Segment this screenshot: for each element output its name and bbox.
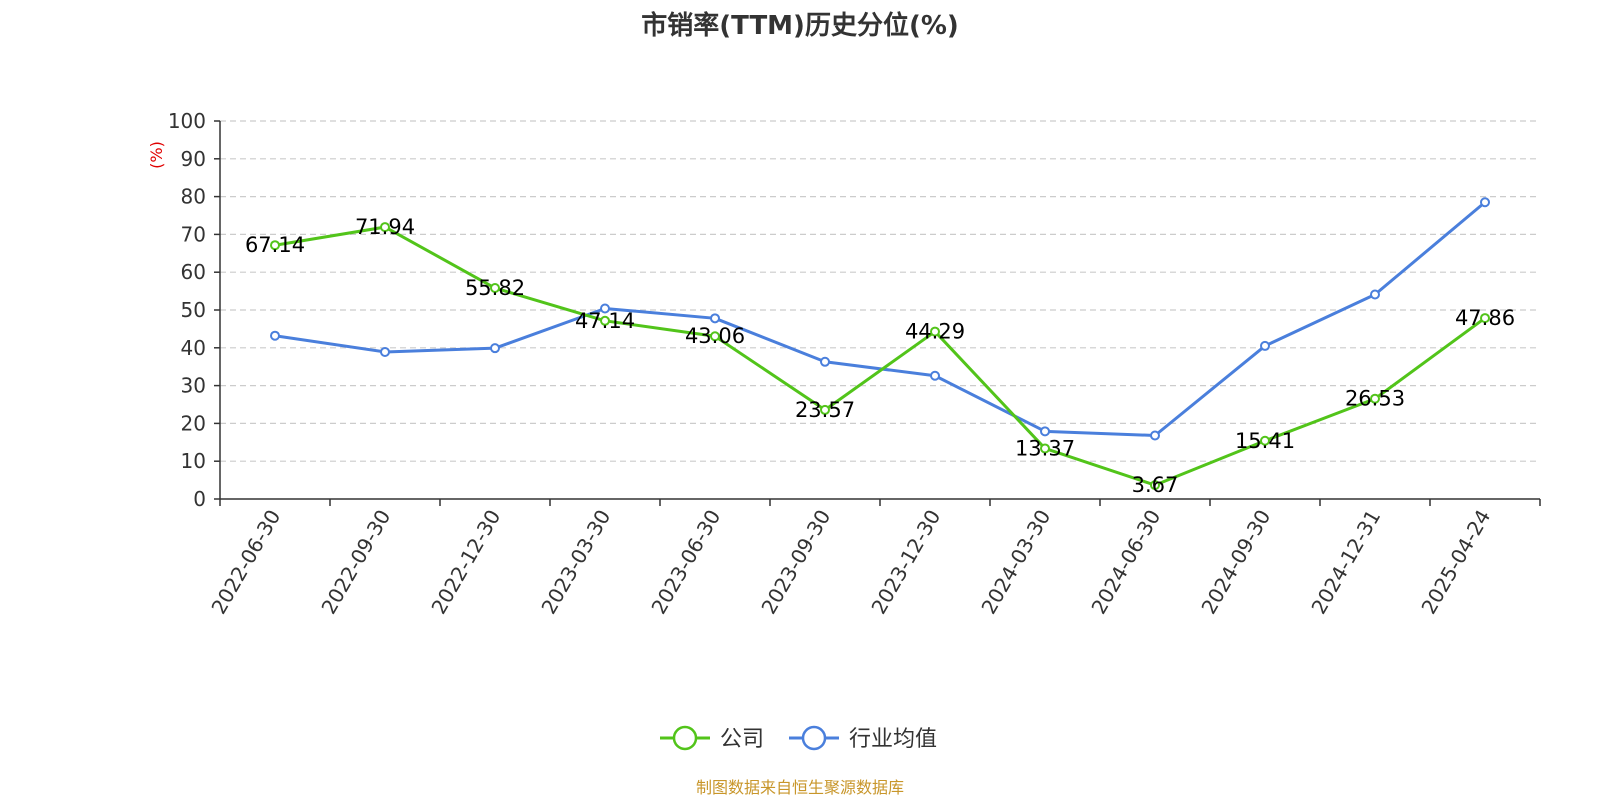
legend-marker[interactable] <box>672 725 698 751</box>
y-tick-label: 20 <box>181 411 206 435</box>
x-tick-label: 2025-04-24 <box>1416 506 1495 619</box>
series-group <box>270 197 1490 491</box>
series-point-0[interactable] <box>930 326 940 337</box>
x-tick-labels: 2022-06-30 2022-09-30 2022-12-30 2023-03-30… <box>206 506 1495 619</box>
legend-marker[interactable] <box>801 725 827 751</box>
y-tick-label: 60 <box>181 260 206 284</box>
x-tick-label: 2022-12-30 <box>426 506 505 619</box>
series-point-1[interactable] <box>1040 426 1050 437</box>
series-point-1[interactable] <box>1150 430 1160 441</box>
series-point-1[interactable] <box>1370 289 1380 300</box>
series-point-0[interactable] <box>380 222 390 233</box>
series-point-0[interactable] <box>1040 443 1050 454</box>
y-tick-label: 0 <box>193 487 206 511</box>
x-tick-label: 2022-09-30 <box>316 506 395 619</box>
y-tick-label: 10 <box>181 449 206 473</box>
series-point-0[interactable] <box>1370 393 1380 404</box>
series-point-1[interactable] <box>930 370 940 381</box>
series-point-1[interactable] <box>1260 340 1270 351</box>
series-point-0[interactable] <box>710 331 720 342</box>
x-tick-label: 2024-09-30 <box>1196 506 1275 619</box>
series-point-0[interactable] <box>490 283 500 294</box>
series-point-1[interactable] <box>1480 197 1490 208</box>
data-label: 44.29 <box>905 320 965 344</box>
legend-label[interactable]: 公司 <box>720 727 764 752</box>
data-label: 3.67 <box>1132 473 1179 497</box>
y-tick-label: 40 <box>181 336 206 360</box>
data-labels: 67.14 71.94 55.82 47.14 43.06 23.57 44.29 13.37… <box>245 215 1515 497</box>
chart-title: 市销率(TTM)历史分位(%) <box>641 10 959 41</box>
y-tick-label: 100 <box>168 109 206 133</box>
series-point-1[interactable] <box>270 330 280 341</box>
x-tick-label: 2024-06-30 <box>1086 506 1165 619</box>
x-tick-label: 2022-06-30 <box>206 506 285 619</box>
y-tick-label: 30 <box>181 374 206 398</box>
series-point-1[interactable] <box>380 346 390 357</box>
data-label: 13.37 <box>1015 436 1075 460</box>
x-tick-label: 2024-03-30 <box>976 506 1055 619</box>
series-line-1 <box>274 201 1486 437</box>
series-point-0[interactable] <box>1480 313 1490 324</box>
data-label: 55.82 <box>465 276 525 300</box>
y-tick-label: 70 <box>181 222 206 246</box>
y-tick-label: 90 <box>181 147 206 171</box>
data-label: 67.14 <box>245 233 305 257</box>
series-point-1[interactable] <box>820 356 830 367</box>
data-label: 47.86 <box>1455 306 1515 330</box>
data-label: 15.41 <box>1235 429 1295 453</box>
series-line-0 <box>274 225 1486 487</box>
series-point-0[interactable] <box>1150 480 1160 491</box>
y-tick-label: 50 <box>181 298 206 322</box>
x-tick-label: 2023-06-30 <box>646 506 725 619</box>
data-label: 43.06 <box>685 324 745 348</box>
data-label: 26.53 <box>1345 387 1405 411</box>
source-note: 制图数据来自恒生聚源数据库 <box>696 778 904 797</box>
y-axis-label: (%) <box>147 141 166 169</box>
data-label: 23.57 <box>795 398 855 422</box>
series-point-0[interactable] <box>1260 435 1270 446</box>
data-label: 71.94 <box>355 215 415 239</box>
series-point-1[interactable] <box>600 303 610 314</box>
axes <box>214 120 1541 506</box>
y-tick-label: 80 <box>181 185 206 209</box>
x-tick-label: 2023-12-30 <box>866 506 945 619</box>
x-tick-label: 2023-09-30 <box>756 506 835 619</box>
grid-lines <box>220 120 1540 462</box>
legend-label[interactable]: 行业均值 <box>849 727 937 752</box>
data-label: 47.14 <box>575 309 635 333</box>
series-point-0[interactable] <box>600 315 610 326</box>
x-tick-label: 2024-12-31 <box>1306 506 1385 619</box>
series-point-1[interactable] <box>710 313 720 324</box>
series-point-0[interactable] <box>270 240 280 251</box>
y-tick-labels: 0 10 20 30 40 50 60 70 80 90 100 <box>168 109 206 511</box>
series-point-0[interactable] <box>820 404 830 415</box>
x-tick-label: 2023-03-30 <box>536 506 615 619</box>
series-point-1[interactable] <box>490 343 500 354</box>
legend[interactable]: 公司 行业均值 <box>660 725 937 752</box>
